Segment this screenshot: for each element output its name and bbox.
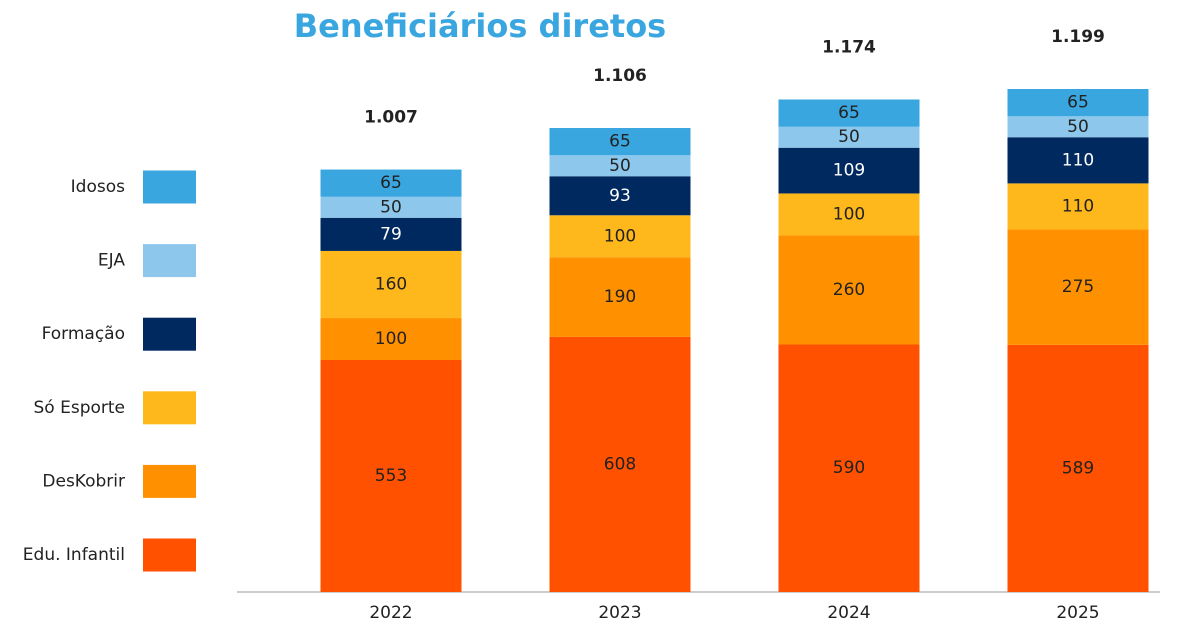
bar-segment	[1007, 344, 1149, 592]
bar-segment	[778, 147, 920, 194]
bar-segment	[1007, 116, 1149, 138]
data-label: 100	[375, 329, 407, 349]
bar-segment	[549, 257, 691, 337]
bar-segment	[778, 344, 920, 592]
total-label: 1.106	[593, 66, 647, 86]
bar-segment	[549, 176, 691, 216]
bar-segment	[320, 196, 462, 218]
data-label: 100	[604, 226, 636, 246]
data-label: 590	[833, 458, 865, 478]
legend-label: Idosos	[71, 177, 125, 197]
chart-title: Beneficiários diretos	[294, 7, 666, 45]
bar-segment	[1007, 137, 1149, 184]
data-label: 260	[833, 280, 865, 300]
bar-segment	[549, 336, 691, 592]
bar-segment	[778, 99, 920, 127]
bar-segment	[320, 217, 462, 251]
data-label: 100	[833, 204, 865, 224]
bar-segment	[320, 318, 462, 361]
data-label: 65	[609, 132, 631, 152]
bar-segment	[549, 215, 691, 258]
data-label: 608	[604, 454, 636, 474]
bar-segment	[1007, 89, 1149, 117]
bar-segment	[778, 193, 920, 236]
bar-segment	[549, 128, 691, 156]
data-label: 110	[1062, 150, 1094, 170]
data-label: 65	[838, 103, 860, 123]
data-label: 109	[833, 161, 865, 181]
data-label: 50	[380, 197, 402, 217]
data-label: 65	[380, 173, 402, 193]
legend-swatch	[143, 464, 196, 498]
legend-swatch	[143, 317, 196, 351]
legend-label: Formação	[42, 324, 125, 344]
data-label: 93	[609, 186, 631, 206]
legend-swatch	[143, 391, 196, 425]
x-tick-label: 2023	[598, 603, 641, 622]
data-label: 65	[1067, 93, 1089, 113]
data-label: 553	[375, 466, 407, 486]
x-tick-label: 2025	[1056, 603, 1099, 622]
x-tick-label: 2024	[827, 603, 870, 622]
bar-segment	[778, 126, 920, 148]
bar-segment	[1007, 183, 1149, 230]
bar-segment	[320, 169, 462, 197]
data-label: 160	[375, 274, 407, 294]
legend-swatch	[143, 170, 196, 204]
data-label: 50	[838, 127, 860, 147]
data-label: 589	[1062, 458, 1094, 478]
data-label: 50	[1067, 117, 1089, 137]
legend-label: Só Esporte	[34, 398, 126, 418]
legend-swatch	[143, 538, 196, 572]
bar-segment	[320, 250, 462, 319]
data-label: 110	[1062, 196, 1094, 216]
bar-segment	[778, 235, 920, 345]
legend-label: EJA	[98, 251, 125, 271]
data-label: 190	[604, 287, 636, 307]
legend-label: Edu. Infantil	[23, 545, 125, 565]
bar-segment	[320, 360, 462, 592]
x-tick-label: 2022	[369, 603, 412, 622]
bar-segment	[549, 155, 691, 177]
total-label: 1.007	[364, 108, 418, 128]
data-label: 79	[380, 224, 402, 244]
total-label: 1.199	[1051, 27, 1105, 47]
total-label: 1.174	[822, 37, 876, 57]
data-label: 275	[1062, 277, 1094, 297]
bar-segment	[1007, 229, 1149, 345]
legend-label: DesKobrir	[42, 471, 125, 491]
legend-swatch	[143, 244, 196, 278]
data-label: 50	[609, 156, 631, 176]
